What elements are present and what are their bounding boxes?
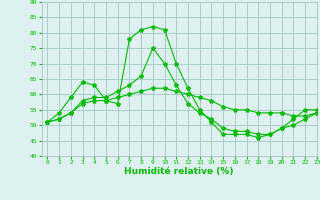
X-axis label: Humidité relative (%): Humidité relative (%) [124,167,234,176]
